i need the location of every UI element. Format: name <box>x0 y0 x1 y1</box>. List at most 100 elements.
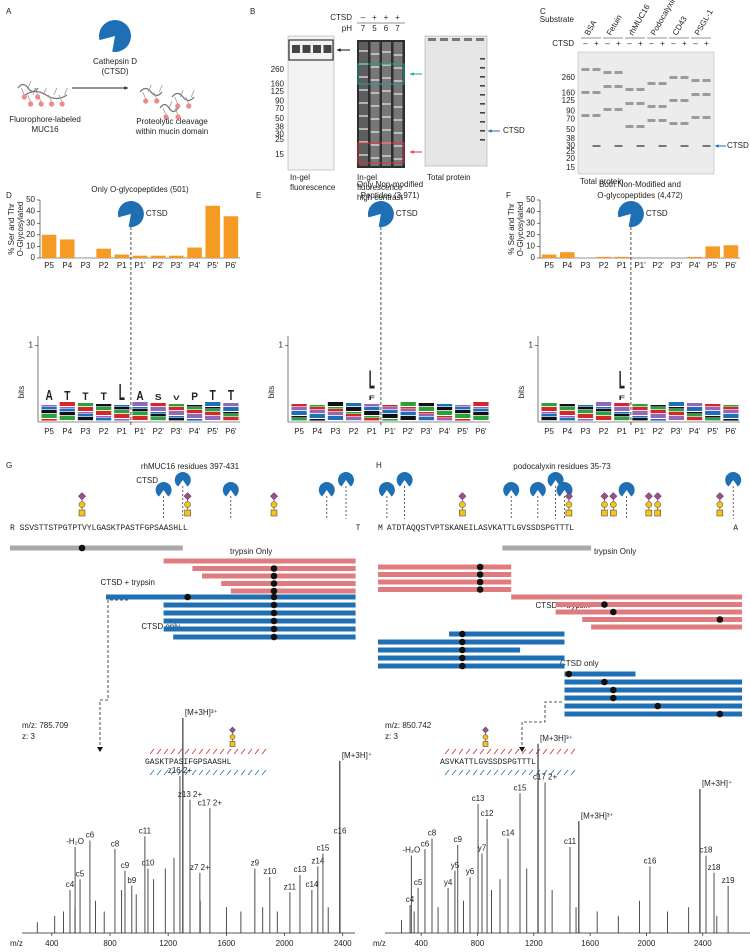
fragment-ion-mark <box>233 769 239 776</box>
logo-minor-letter <box>346 403 362 407</box>
marker-label: 125 <box>562 96 576 105</box>
x-tick-label: P4 <box>62 261 72 270</box>
fragment-ion-mark <box>247 748 253 755</box>
peptide <box>378 663 565 669</box>
gel-band <box>370 144 380 146</box>
mucin-backbone <box>139 87 163 97</box>
gel-band <box>393 119 403 121</box>
bar <box>60 239 75 258</box>
glycan-sia <box>564 492 573 501</box>
ion-label: c12 <box>481 809 494 818</box>
gel-band <box>370 131 380 133</box>
logo-minor-letter <box>577 414 594 418</box>
peptide <box>106 594 356 600</box>
logo-minor-letter <box>705 416 721 418</box>
logo-minor-letter <box>705 404 721 407</box>
logo-minor-letter <box>614 407 630 411</box>
logo-minor-letter <box>455 410 471 414</box>
mucin-glycan <box>147 84 152 93</box>
ctsd-icon <box>367 200 394 227</box>
peptide <box>564 671 636 677</box>
ion-label: c11 <box>139 826 152 835</box>
logo-letter: A <box>136 390 143 403</box>
fragment-ion-mark <box>444 748 450 755</box>
peptide <box>221 581 356 586</box>
glycan-gal <box>78 501 86 508</box>
enzyme-abbr: (CTSD) <box>101 67 128 76</box>
gel-band <box>592 145 601 147</box>
gel-band <box>636 102 645 105</box>
peptide <box>591 624 743 630</box>
gel-band <box>370 79 380 81</box>
fragment-sequence: ASVKATTLGVSSDSPGTTTL <box>440 758 536 767</box>
fragment-ion-mark <box>507 769 513 776</box>
fragment-ion-mark <box>486 769 492 776</box>
x-tick-label: 2000 <box>638 939 656 948</box>
logo-minor-letter <box>364 407 380 411</box>
glycan-gal <box>601 501 608 508</box>
mucin-glycan <box>190 89 195 98</box>
gel-band <box>614 85 623 88</box>
y-tick-label: 40 <box>526 207 535 216</box>
logo-letter: L <box>369 366 375 395</box>
peptide <box>378 647 521 653</box>
fragment-ion-mark <box>240 769 246 776</box>
precursor-label: [M+3H]⁺ <box>342 751 372 760</box>
x-tick-label: 1200 <box>525 939 543 948</box>
sequence: ATDTAQQSTVPTSKANEILASVKATTLGVSSDSPGTTTL <box>387 524 574 533</box>
logo-minor-letter <box>223 414 239 417</box>
logo-minor-letter <box>346 417 362 421</box>
logo-minor-letter <box>455 407 471 410</box>
glycan-galnac <box>610 509 617 517</box>
fluorophore <box>154 98 160 104</box>
logo-minor-letter <box>473 409 489 412</box>
mucin-glycan <box>142 91 147 100</box>
arrow-label: CTSD <box>727 141 749 150</box>
logo-minor-letter <box>186 419 203 421</box>
treatment-sign: + <box>372 13 377 22</box>
gel-band <box>359 50 368 52</box>
gel-band <box>313 45 321 53</box>
glycan-galnac <box>78 509 86 517</box>
glycan-gal <box>482 734 489 740</box>
substrate-header: Substrate <box>540 15 575 24</box>
x-tick-label: P2' <box>653 261 665 270</box>
marker-label: 70 <box>275 104 284 113</box>
x-tick-label: P4' <box>689 261 701 270</box>
y-axis-label: O-Glycosylated <box>516 202 525 257</box>
gel-band <box>603 71 612 74</box>
logo-minor-letter <box>150 414 166 417</box>
glycan-galnac <box>184 509 191 517</box>
ion-label: c17 2+ <box>533 773 558 782</box>
logo-x-label: P5' <box>457 427 469 436</box>
bar <box>705 246 720 258</box>
logo-minor-letter <box>346 407 362 411</box>
y-tick-label: 50 <box>526 195 535 204</box>
logo-minor-letter <box>455 414 471 418</box>
logo-minor-letter <box>614 403 630 407</box>
x-tick-label: 800 <box>103 939 117 948</box>
fragment-link <box>521 701 562 748</box>
logo-minor-letter <box>436 404 453 407</box>
sequence-flank: M <box>378 524 383 533</box>
glycosite-dot <box>610 608 617 616</box>
mucin-glycan <box>162 107 167 116</box>
logo-x-label: P5 <box>294 427 304 436</box>
treatment-sign: – <box>605 39 610 48</box>
peptide <box>449 631 565 637</box>
y-tick-label: 40 <box>26 207 35 216</box>
ctsd-icon <box>117 201 144 228</box>
precursor-label: [M+3H]³⁺ <box>581 811 614 820</box>
glycosite-dot <box>601 678 608 686</box>
ion-label: -H₂O <box>402 846 420 855</box>
glycosite-dot <box>716 710 724 718</box>
mz-label: m/z: 850.742 <box>385 721 432 730</box>
gel-band <box>359 115 368 117</box>
bar <box>596 256 611 258</box>
ion-label: b9 <box>127 876 136 885</box>
logo-minor-letter <box>205 416 221 420</box>
mucin-backbone <box>171 92 195 102</box>
fragment-ion-mark <box>226 748 232 755</box>
glycosite-dot <box>476 563 484 571</box>
